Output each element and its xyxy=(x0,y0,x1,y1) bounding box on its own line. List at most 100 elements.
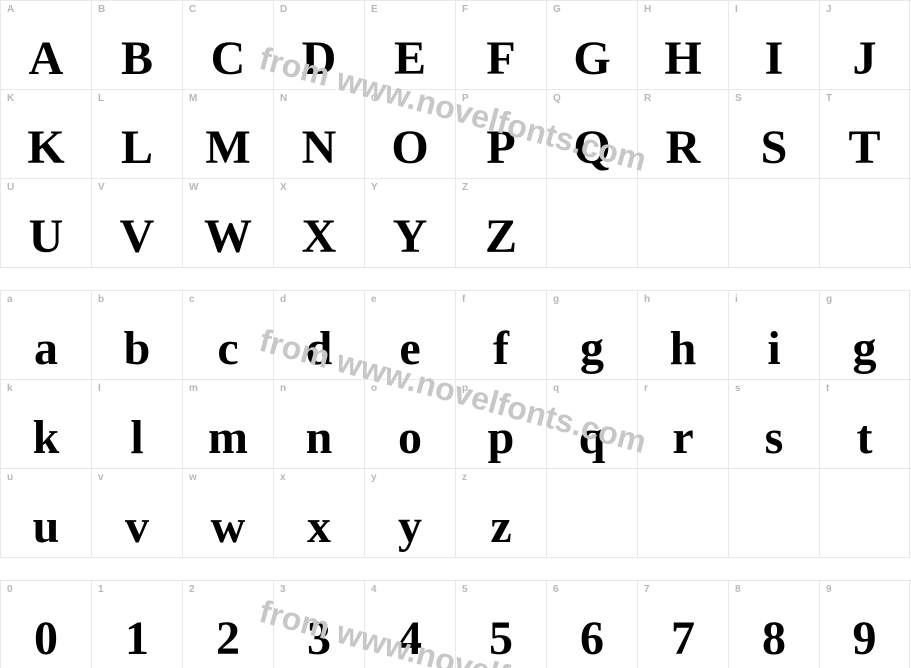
glyph-cell: UU xyxy=(0,179,91,267)
cell-key-label: 2 xyxy=(189,584,195,595)
glyph-cell: bb xyxy=(91,291,182,379)
glyph-cell: yy xyxy=(364,469,455,557)
glyph-cell: NN xyxy=(273,90,364,178)
cell-glyph: B xyxy=(92,35,182,83)
glyph-cell: rr xyxy=(637,380,728,468)
glyph-cell: EE xyxy=(364,1,455,89)
cell-key-label: t xyxy=(826,383,829,394)
glyph-cell: GG xyxy=(546,1,637,89)
cell-key-label: I xyxy=(735,4,738,15)
glyph-cell: 11 xyxy=(91,581,182,668)
cell-glyph: h xyxy=(638,325,728,373)
cell-glyph: E xyxy=(365,35,455,83)
cell-glyph: s xyxy=(729,414,819,462)
cell-key-label: r xyxy=(644,383,648,394)
cell-glyph: t xyxy=(820,414,909,462)
glyph-cell: 77 xyxy=(637,581,728,668)
cell-key-label: T xyxy=(826,93,832,104)
cell-key-label: P xyxy=(462,93,469,104)
cell-glyph: Y xyxy=(365,213,455,261)
cell-key-label: 5 xyxy=(462,584,468,595)
cell-glyph: y xyxy=(365,503,455,551)
glyph-cell: xx xyxy=(273,469,364,557)
cell-glyph: 8 xyxy=(729,615,819,663)
cell-glyph: m xyxy=(183,414,273,462)
glyph-cell: dd xyxy=(273,291,364,379)
cell-key-label: c xyxy=(189,294,195,305)
cell-key-label: i xyxy=(735,294,738,305)
cell-glyph: P xyxy=(456,124,546,172)
cell-glyph: 1 xyxy=(92,615,182,663)
glyph-cell: ff xyxy=(455,291,546,379)
glyph-row: kkllmmnnooppqqrrsstt xyxy=(0,379,911,468)
cell-glyph: c xyxy=(183,325,273,373)
glyph-cell: gg xyxy=(819,291,910,379)
glyph-cell: RR xyxy=(637,90,728,178)
cell-key-label: S xyxy=(735,93,742,104)
cell-glyph: M xyxy=(183,124,273,172)
cell-glyph: 5 xyxy=(456,615,546,663)
glyph-cell: 88 xyxy=(728,581,819,668)
cell-glyph: J xyxy=(820,35,909,83)
cell-key-label: b xyxy=(98,294,104,305)
cell-key-label: k xyxy=(7,383,13,394)
cell-key-label: w xyxy=(189,472,197,483)
glyph-cell: ss xyxy=(728,380,819,468)
glyph-row: UUVVWWXXYYZZ xyxy=(0,178,911,268)
cell-key-label: 9 xyxy=(826,584,832,595)
glyph-cell: aa xyxy=(0,291,91,379)
cell-key-label: L xyxy=(98,93,104,104)
cell-key-label: f xyxy=(462,294,465,305)
cell-key-label: g xyxy=(553,294,559,305)
empty-cell xyxy=(819,179,910,267)
glyph-cell: zz xyxy=(455,469,546,557)
cell-glyph: o xyxy=(365,414,455,462)
glyph-cell: vv xyxy=(91,469,182,557)
glyph-cell: MM xyxy=(182,90,273,178)
cell-glyph: 6 xyxy=(547,615,637,663)
cell-glyph: 9 xyxy=(820,615,909,663)
empty-cell xyxy=(819,469,910,557)
glyph-cell: FF xyxy=(455,1,546,89)
cell-key-label: 6 xyxy=(553,584,559,595)
glyph-cell: uu xyxy=(0,469,91,557)
glyph-cell: TT xyxy=(819,90,910,178)
cell-key-label: l xyxy=(98,383,101,394)
cell-key-label: H xyxy=(644,4,651,15)
cell-glyph: C xyxy=(183,35,273,83)
glyph-cell: 66 xyxy=(546,581,637,668)
glyph-cell: HH xyxy=(637,1,728,89)
glyph-row: aabbccddeeffgghhiigg xyxy=(0,290,911,379)
cell-glyph: H xyxy=(638,35,728,83)
cell-glyph: U xyxy=(1,213,91,261)
cell-glyph: l xyxy=(92,414,182,462)
empty-cell xyxy=(546,179,637,267)
cell-key-label: O xyxy=(371,93,379,104)
glyph-cell: BB xyxy=(91,1,182,89)
cell-key-label: X xyxy=(280,182,287,193)
cell-glyph: v xyxy=(92,503,182,551)
cell-key-label: a xyxy=(7,294,13,305)
glyph-row: 00112233445566778899 xyxy=(0,580,911,668)
empty-cell xyxy=(728,179,819,267)
glyph-cell: ll xyxy=(91,380,182,468)
glyph-cell: YY xyxy=(364,179,455,267)
cell-glyph: K xyxy=(1,124,91,172)
cell-glyph: W xyxy=(183,213,273,261)
section-gap xyxy=(0,558,911,580)
cell-glyph: Q xyxy=(547,124,637,172)
cell-key-label: y xyxy=(371,472,377,483)
glyph-cell: 22 xyxy=(182,581,273,668)
cell-glyph: V xyxy=(92,213,182,261)
cell-key-label: Q xyxy=(553,93,561,104)
cell-key-label: 3 xyxy=(280,584,286,595)
glyph-cell: JJ xyxy=(819,1,910,89)
cell-key-label: B xyxy=(98,4,105,15)
cell-glyph: g xyxy=(820,325,909,373)
cell-glyph: a xyxy=(1,325,91,373)
glyph-cell: ww xyxy=(182,469,273,557)
glyph-cell: 00 xyxy=(0,581,91,668)
cell-glyph: 3 xyxy=(274,615,364,663)
cell-glyph: 4 xyxy=(365,615,455,663)
empty-cell xyxy=(728,469,819,557)
